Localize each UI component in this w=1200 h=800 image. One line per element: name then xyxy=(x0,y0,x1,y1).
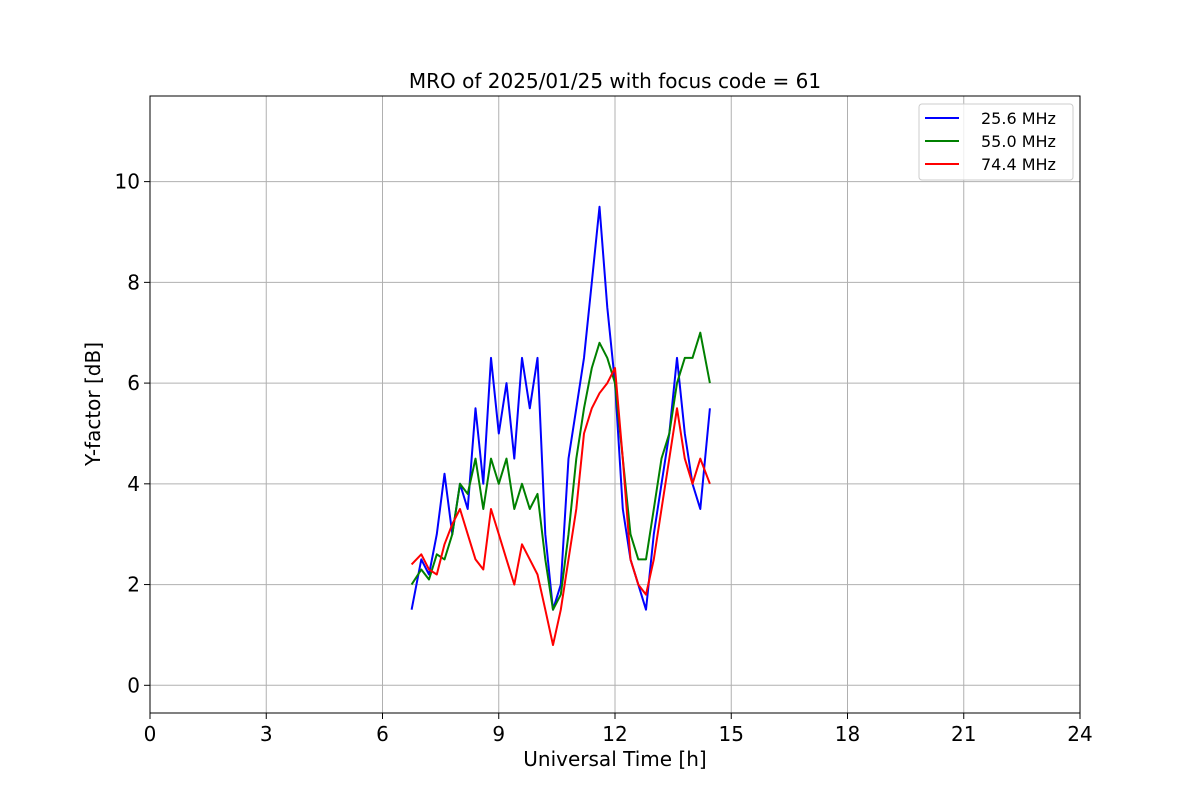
legend-entry-label: 25.6 MHz xyxy=(981,109,1056,128)
x-tick-label: 3 xyxy=(260,722,273,746)
series-line-2 xyxy=(410,331,711,611)
x-axis-label: Universal Time [h] xyxy=(523,747,706,771)
x-tick-label: 12 xyxy=(602,722,627,746)
legend-entry-label: 74.4 MHz xyxy=(981,155,1056,174)
x-tick-label: 6 xyxy=(376,722,389,746)
legend-box xyxy=(918,103,1074,181)
chart-title: MRO of 2025/01/25 with focus code = 61 xyxy=(409,69,821,93)
y-tick-label: 2 xyxy=(127,573,140,597)
plot-area xyxy=(410,205,711,646)
y-tick-label: 10 xyxy=(115,170,140,194)
x-tick-label: 21 xyxy=(951,722,976,746)
x-tick-label: 15 xyxy=(719,722,744,746)
x-tick-label: 24 xyxy=(1067,722,1092,746)
y-tick-label: 8 xyxy=(127,270,140,294)
y-tick-label: 6 xyxy=(127,371,140,395)
y-axis-label: Y-factor [dB] xyxy=(81,342,105,467)
legend-entry-label: 55.0 MHz xyxy=(981,132,1056,151)
y-axis: 0 2 4 6 8 10 xyxy=(115,170,150,697)
y-tick-label: 0 xyxy=(127,673,140,697)
x-tick-label: 9 xyxy=(492,722,505,746)
series-line-3 xyxy=(410,367,711,646)
legend: 25.6 MHz 55.0 MHz 74.4 MHz xyxy=(918,103,1074,181)
x-tick-label: 18 xyxy=(835,722,860,746)
x-axis: 0 3 6 9 12 15 18 21 24 xyxy=(144,713,1093,746)
y-tick-label: 4 xyxy=(127,472,140,496)
x-tick-label: 0 xyxy=(144,722,157,746)
series-line-1 xyxy=(410,205,711,611)
